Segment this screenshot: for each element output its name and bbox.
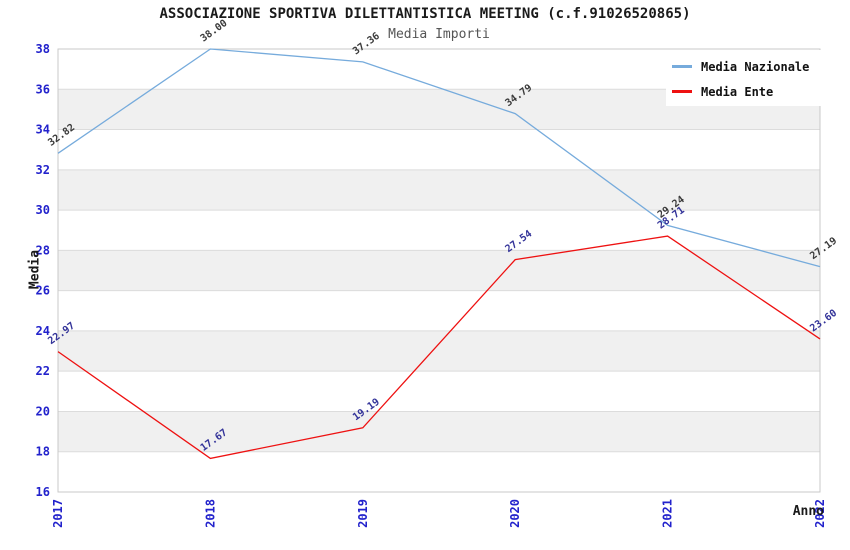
y-axis-title: Media xyxy=(27,249,43,290)
point-label: 27.19 xyxy=(808,236,839,263)
y-tick-label: 26 xyxy=(36,284,50,298)
y-tick-label: 36 xyxy=(36,82,50,96)
plot-band xyxy=(58,250,820,291)
series-line xyxy=(57,48,821,268)
x-tick-label: 2021 xyxy=(661,499,675,528)
legend-label: Media Ente xyxy=(701,84,774,99)
y-tick-label: 18 xyxy=(36,445,50,459)
x-tick-label: 2018 xyxy=(203,499,217,528)
y-tick-label: 20 xyxy=(36,404,50,418)
series-line xyxy=(57,235,821,460)
y-tick-label: 30 xyxy=(36,203,50,217)
plot-band xyxy=(58,330,820,372)
y-tick-label: 22 xyxy=(36,364,50,378)
plot-border xyxy=(57,48,821,493)
x-tick-label: 2019 xyxy=(356,499,370,528)
y-tick-label: 34 xyxy=(36,123,50,137)
legend-item: Media Nazionale xyxy=(672,54,826,79)
x-tick-label: 2022 xyxy=(813,499,827,528)
chart-title: ASSOCIAZIONE SPORTIVA DILETTANTISTICA ME… xyxy=(159,6,691,22)
y-tick-label: 38 xyxy=(36,42,50,56)
y-tick-label: 24 xyxy=(36,324,50,338)
legend-label: Media Nazionale xyxy=(701,59,810,74)
x-axis-title: Anno xyxy=(792,504,824,519)
point-label: 23.60 xyxy=(808,308,839,335)
plot-band xyxy=(58,411,820,452)
legend-item: Media Ente xyxy=(672,79,826,104)
y-tick-label: 16 xyxy=(36,485,50,499)
x-tick-label: 2020 xyxy=(508,499,522,528)
legend-swatch-icon xyxy=(672,65,692,68)
y-tick-label: 28 xyxy=(36,243,50,257)
plot-band xyxy=(58,169,820,211)
x-tick-label: 2017 xyxy=(51,499,65,528)
y-tick-label: 32 xyxy=(36,163,50,177)
chart-subtitle: Media Importi xyxy=(388,27,490,42)
legend-swatch-icon xyxy=(672,90,692,93)
legend: Media Nazionale Media Ente xyxy=(666,50,826,106)
